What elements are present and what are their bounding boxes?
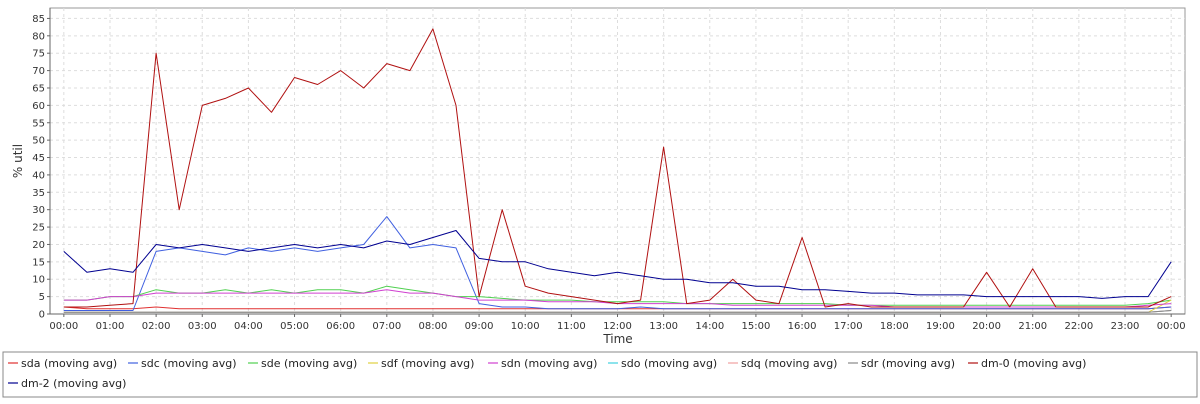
x-tick-label: 10:00 (511, 321, 540, 332)
x-tick-label: 04:00 (234, 321, 263, 332)
legend-item: sdn (moving avg) (488, 357, 597, 370)
x-tick-label: 09:00 (465, 321, 494, 332)
x-tick-label: 08:00 (419, 321, 448, 332)
legend-item: sde (moving avg) (248, 357, 357, 370)
legend-item: sdq (moving avg) (728, 357, 837, 370)
legend-label: sdr (moving avg) (861, 357, 955, 370)
legend-item: sdf (moving avg) (368, 357, 474, 370)
y-tick-label: 40 (32, 170, 45, 181)
y-tick-label: 85 (32, 14, 45, 25)
y-tick-label: 75 (32, 49, 45, 60)
x-tick-label: 07:00 (372, 321, 401, 332)
legend-label: sdn (moving avg) (501, 357, 597, 370)
y-tick-label: 20 (32, 240, 45, 251)
y-tick-label: 45 (32, 153, 45, 164)
y-tick-label: 55 (32, 118, 45, 129)
legend-label: sdo (moving avg) (621, 357, 717, 370)
y-tick-label: 5 (39, 292, 45, 303)
x-tick-label: 13:00 (649, 321, 678, 332)
x-tick-label: 03:00 (188, 321, 217, 332)
y-tick-label: 65 (32, 83, 45, 94)
y-tick-labels: 0 5 10 15 20 25 30 35 40 45 50 55 60 65 70 75 80 85 (32, 14, 50, 321)
y-tick-label: 60 (32, 101, 45, 112)
legend-box (2, 351, 1198, 398)
y-tick-label: 10 (32, 275, 45, 286)
series-line-sdr (63, 310, 1172, 313)
x-tick-label: 12:00 (603, 321, 632, 332)
series-line-dm-2 (63, 230, 1172, 299)
legend-label: dm-2 (moving avg) (21, 377, 126, 390)
legend-label: dm-0 (moving avg) (981, 357, 1086, 370)
x-tick-label: 00:00 (1157, 321, 1186, 332)
x-tick-label: 16:00 (788, 321, 817, 332)
series-line-dm-0 (63, 28, 1172, 308)
x-tick-label: 00:00 (49, 321, 78, 332)
x-tick-label: 23:00 (1111, 321, 1140, 332)
y-tick-label: 80 (32, 31, 45, 42)
x-tick-labels: 00:00 01:00 02:00 03:00 04:00 05:00 06:00 07:00… (49, 314, 1186, 332)
legend-item: sdc (moving avg) (128, 357, 237, 370)
legend-label: sdq (moving avg) (741, 357, 837, 370)
y-tick-label: 35 (32, 188, 45, 199)
grid-lines (50, 8, 1185, 315)
legend: sda (moving avg) sdc (moving avg) sde (mov… (8, 357, 1086, 390)
x-axis-title: Time (602, 332, 632, 346)
y-axis-title: % util (11, 144, 25, 178)
x-tick-label: 17:00 (834, 321, 863, 332)
x-tick-label: 05:00 (280, 321, 309, 332)
y-tick-label: 0 (39, 310, 45, 321)
y-tick-label: 25 (32, 223, 45, 234)
legend-item: sda (moving avg) (8, 357, 117, 370)
x-tick-label: 11:00 (557, 321, 586, 332)
legend-item: dm-2 (moving avg) (8, 377, 126, 390)
x-tick-label: 21:00 (1018, 321, 1047, 332)
x-tick-label: 15:00 (742, 321, 771, 332)
x-tick-label: 14:00 (695, 321, 724, 332)
legend-item: sdo (moving avg) (608, 357, 717, 370)
y-tick-label: 50 (32, 136, 45, 147)
x-tick-label: 01:00 (96, 321, 125, 332)
x-tick-label: 20:00 (972, 321, 1001, 332)
y-tick-label: 30 (32, 205, 45, 216)
x-tick-label: 02:00 (142, 321, 171, 332)
legend-label: sda (moving avg) (21, 357, 117, 370)
x-tick-label: 22:00 (1064, 321, 1093, 332)
x-tick-label: 19:00 (926, 321, 955, 332)
legend-item: dm-0 (moving avg) (968, 357, 1086, 370)
series-line-sdc (63, 216, 1172, 311)
x-tick-label: 06:00 (326, 321, 355, 332)
legend-label: sdf (moving avg) (381, 357, 474, 370)
x-tick-label: 18:00 (880, 321, 909, 332)
legend-item: sdr (moving avg) (848, 357, 955, 370)
y-tick-label: 15 (32, 257, 45, 268)
legend-label: sdc (moving avg) (141, 357, 237, 370)
legend-label: sde (moving avg) (261, 357, 357, 370)
y-tick-label: 70 (32, 66, 45, 77)
series-lines (63, 28, 1172, 313)
